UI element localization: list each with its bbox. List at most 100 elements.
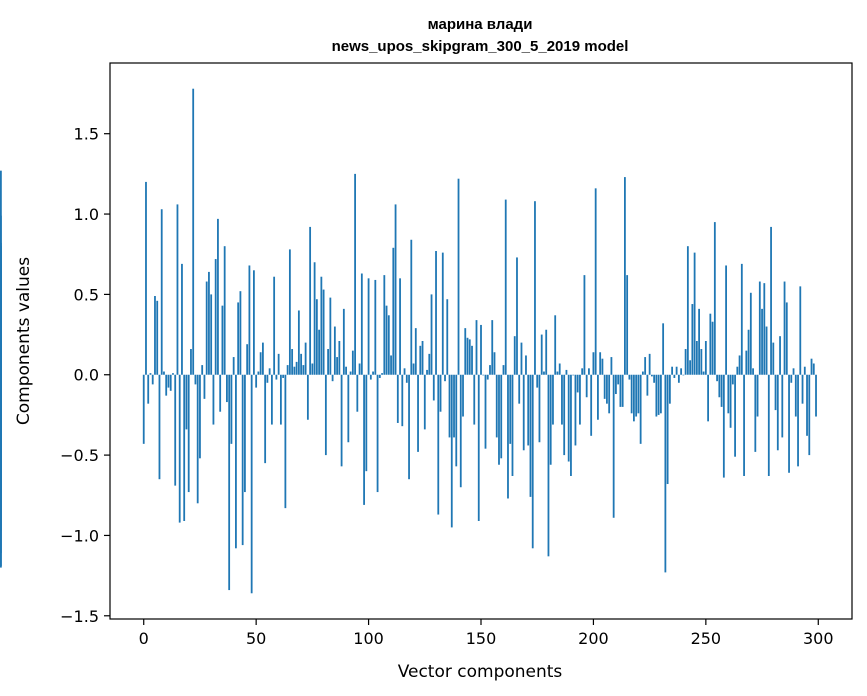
bar-101 <box>369 374 372 380</box>
bar-22 <box>192 88 195 375</box>
bar-229 <box>657 374 660 415</box>
bar-268 <box>745 350 748 375</box>
bar-4 <box>151 374 154 385</box>
bar-290 <box>794 374 797 417</box>
bar-63 <box>284 374 287 509</box>
bar-13 <box>172 373 174 375</box>
bar-253 <box>711 321 714 375</box>
bar-275 <box>761 308 763 375</box>
bar-267 <box>743 374 745 476</box>
bar-219 <box>635 374 638 417</box>
bar-49 <box>253 270 255 375</box>
bar-198 <box>588 368 590 375</box>
bar-86 <box>336 357 338 375</box>
bar-284 <box>781 374 784 438</box>
y-tick-label: −1.0 <box>60 526 99 545</box>
y-tick-label: −1.5 <box>60 607 99 626</box>
bar-272 <box>754 374 757 452</box>
bar-230 <box>659 374 662 414</box>
bar-218 <box>633 374 635 422</box>
bar-99 <box>365 374 368 472</box>
bar-37 <box>226 374 228 403</box>
bar-102 <box>372 371 374 375</box>
bar-277 <box>765 326 768 375</box>
bar-269 <box>747 329 750 375</box>
bar-76 <box>313 262 316 375</box>
bar-series <box>0 88 817 594</box>
y-axis-label: Components values <box>14 257 34 425</box>
bar-120 <box>412 363 415 375</box>
bar-265 <box>738 355 741 375</box>
bar-237 <box>675 366 678 375</box>
bar-148 <box>475 320 478 375</box>
bar-217 <box>630 374 633 414</box>
bar-158 <box>498 374 500 465</box>
bar-274 <box>758 281 761 375</box>
bar-171 <box>527 374 530 446</box>
bar-168 <box>520 342 523 375</box>
bar-60 <box>277 353 280 375</box>
bar-146 <box>471 345 473 375</box>
bar-144 <box>466 337 469 375</box>
bar-94 <box>354 173 356 375</box>
bar-139 <box>455 374 458 467</box>
bar-106 <box>381 373 383 375</box>
bar-131 <box>437 374 440 515</box>
bar-48 <box>250 374 253 594</box>
bar-118 <box>408 374 410 480</box>
bar-173 <box>531 374 534 549</box>
bar-187 <box>563 374 566 456</box>
chart-title-line-1: марина влади <box>428 16 533 33</box>
bar-282 <box>776 374 779 451</box>
bar-199 <box>590 374 593 436</box>
bar-11 <box>167 374 170 388</box>
bar-180 <box>547 374 550 557</box>
bar-19 <box>185 374 188 430</box>
bar-28 <box>205 281 208 375</box>
bar-234 <box>668 374 671 404</box>
bar-202 <box>597 374 599 420</box>
bar-220 <box>637 374 640 414</box>
bar-107 <box>383 275 386 375</box>
bar-233 <box>666 374 669 485</box>
bar-70 <box>300 353 303 375</box>
bar-236 <box>673 374 676 378</box>
y-tick-label: −0.5 <box>60 446 99 465</box>
bar-59 <box>275 374 278 380</box>
bar-161 <box>504 199 507 375</box>
bar-62 <box>282 374 285 378</box>
bar-119 <box>410 239 413 375</box>
bar-293 <box>801 374 804 404</box>
bar-287 <box>788 374 790 473</box>
y-tick-label: 1.0 <box>74 205 99 224</box>
bar-108 <box>385 305 388 375</box>
bar-295 <box>806 374 808 436</box>
bar-100 <box>367 278 370 375</box>
bar-231 <box>662 323 665 375</box>
bar-57 <box>270 374 273 425</box>
bar-29 <box>208 271 210 375</box>
bar-87 <box>338 341 341 375</box>
bar-232 <box>664 374 667 573</box>
bar-75 <box>311 363 314 375</box>
bar-115 <box>401 374 404 427</box>
bar-140 <box>457 178 460 375</box>
bar-256 <box>718 374 721 398</box>
bar-14 <box>174 374 177 486</box>
bar-130 <box>435 251 437 375</box>
bar-91 <box>347 374 350 443</box>
bar-165 <box>513 336 516 375</box>
bar-243 <box>689 360 692 375</box>
bar-183 <box>554 315 557 375</box>
bar-78 <box>318 329 321 375</box>
bar-6 <box>156 300 159 375</box>
bar-244 <box>691 304 694 375</box>
x-axis-label: Vector components <box>398 662 563 682</box>
bar-263 <box>734 374 736 457</box>
bar-129 <box>432 374 435 401</box>
bar-159 <box>500 374 503 459</box>
bar-152 <box>484 374 487 449</box>
bar-179 <box>545 329 548 375</box>
bar-95 <box>356 374 359 412</box>
bar-136 <box>448 374 451 438</box>
